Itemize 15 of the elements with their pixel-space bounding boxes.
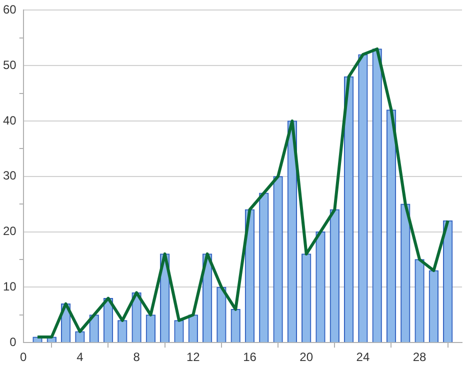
y-tick-label: 0	[10, 334, 17, 349]
y-tick-label: 50	[2, 58, 17, 72]
y-tick-label: 60	[2, 2, 17, 17]
x-tick-label: 8	[133, 350, 140, 364]
x-tick-label: 24	[356, 350, 370, 364]
x-tick-label: 4	[76, 350, 84, 364]
y-tick-label: 10	[2, 280, 17, 294]
x-tick-label: 16	[243, 350, 257, 364]
y-tick-label: 40	[2, 113, 17, 128]
y-tick-label: 20	[2, 224, 17, 238]
x-tick-label: 28	[412, 350, 427, 364]
x-tick-label: 0	[20, 350, 28, 364]
x-tick-label: 20	[300, 350, 314, 364]
x-tick-label: 12	[186, 350, 200, 364]
y-tick-label: 30	[2, 168, 17, 183]
